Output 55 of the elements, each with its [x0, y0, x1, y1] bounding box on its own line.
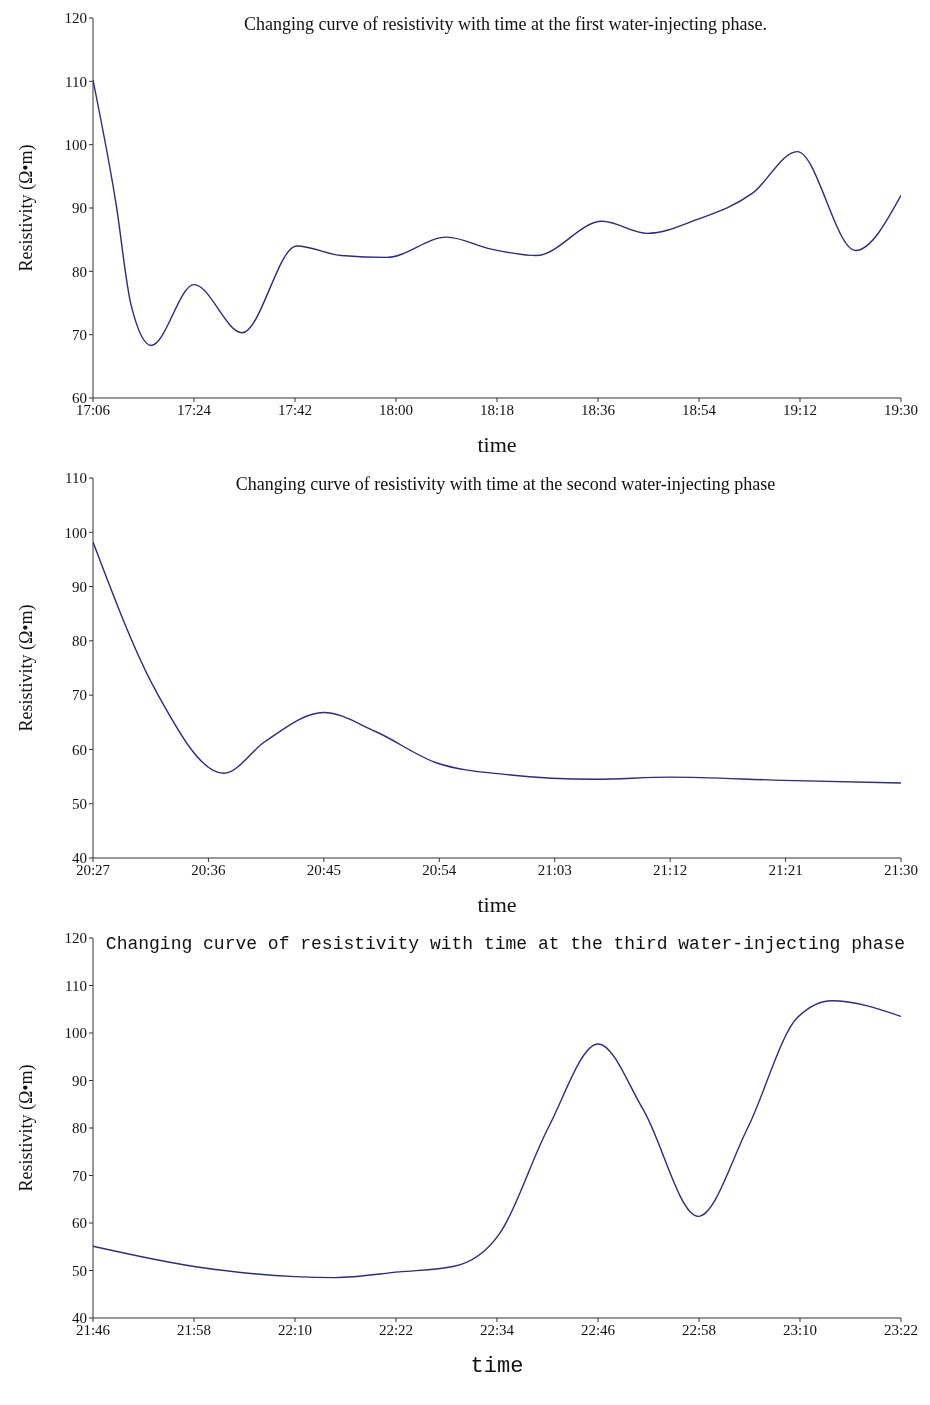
y-axis-title: Resistivity (Ω•m)	[16, 1064, 38, 1192]
y-tick-label: 100	[64, 524, 87, 541]
y-tick-label: 60	[72, 741, 87, 758]
x-tick-label: 23:22	[883, 1321, 919, 1338]
x-tick-label: 17:24	[176, 401, 212, 418]
y-tick-label: 80	[72, 263, 87, 280]
x-tick-label: 18:00	[378, 401, 414, 418]
y-tick-label: 50	[72, 1262, 87, 1279]
y-axis-title: Resistivity (Ω•m)	[16, 604, 38, 732]
x-tick-label: 22:22	[378, 1321, 414, 1338]
x-tick-label: 19:30	[883, 401, 919, 418]
x-axis-title: time	[477, 892, 517, 917]
x-tick-label: 21:12	[653, 861, 688, 878]
y-tick-label: 60	[72, 1215, 87, 1232]
y-axis-title: Resistivity (Ω•m)	[16, 144, 38, 272]
x-tick-label: 23:10	[782, 1321, 818, 1338]
line-series	[93, 1000, 901, 1279]
x-tick-label: 21:21	[768, 861, 803, 878]
x-tick-label: 21:03	[537, 861, 572, 878]
x-tick-label: 18:54	[681, 401, 717, 418]
chart-title: Changing curve of resistivity with time at the third water-injecting phase	[104, 934, 907, 954]
x-tick-label: 19:12	[782, 401, 818, 418]
chart-title: Changing curve of resistivity with time at the first water-injecting phase.	[243, 14, 768, 35]
y-tick-label: 80	[72, 1120, 87, 1137]
y-tick-label: 100	[64, 1025, 87, 1042]
y-tick-label: 90	[72, 200, 87, 217]
x-tick-label: 20:54	[422, 861, 457, 878]
line-series	[93, 541, 901, 784]
x-tick-label: 22:58	[681, 1321, 717, 1338]
x-tick-label: 17:42	[277, 401, 313, 418]
x-tick-label: 20:36	[191, 861, 227, 878]
x-tick-label: 18:36	[580, 401, 616, 418]
y-tick-label: 110	[65, 470, 87, 487]
x-axis-title: time	[470, 1354, 524, 1379]
x-tick-label: 20:45	[306, 861, 341, 878]
y-tick-label: 70	[72, 326, 87, 343]
y-tick-label: 90	[72, 1072, 87, 1089]
y-tick-label: 120	[64, 930, 87, 947]
x-tick-label: 22:34	[479, 1321, 515, 1338]
y-tick-label: 80	[72, 633, 87, 650]
x-tick-label: 21:58	[176, 1321, 212, 1338]
y-tick-label: 110	[65, 73, 87, 90]
x-axis-title: time	[477, 432, 517, 457]
y-tick-label: 70	[72, 687, 87, 704]
y-tick-label: 50	[72, 796, 87, 813]
y-tick-label: 120	[64, 10, 87, 27]
y-tick-label: 110	[65, 977, 87, 994]
x-tick-label: 22:46	[580, 1321, 616, 1338]
x-tick-label: 22:10	[277, 1321, 313, 1338]
x-tick-label: 21:30	[883, 861, 919, 878]
y-tick-label: 90	[72, 578, 87, 595]
chart-title: Changing curve of resistivity with time at the second water-injecting phase	[234, 474, 777, 495]
y-tick-label: 100	[64, 136, 87, 153]
x-tick-label: 18:18	[479, 401, 515, 418]
y-tick-label: 70	[72, 1167, 87, 1184]
